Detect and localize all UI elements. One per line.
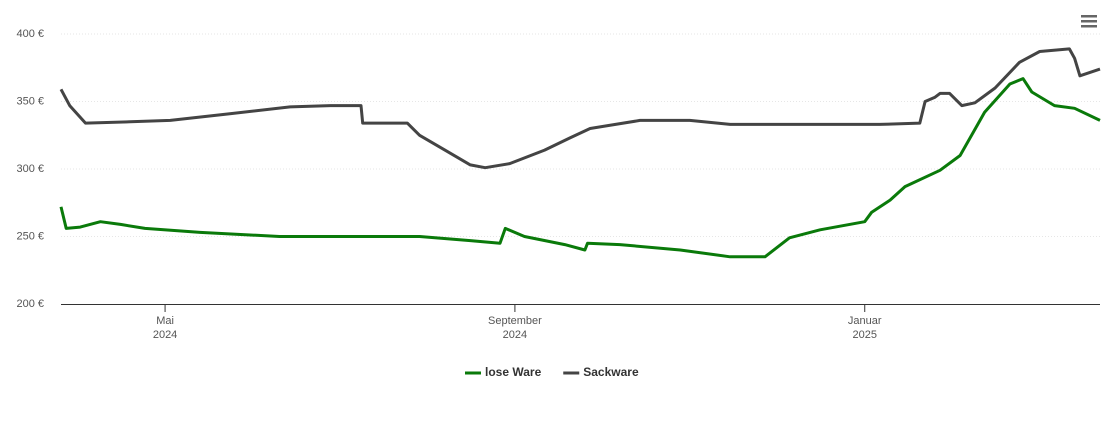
line bbox=[59, 77, 1101, 259]
x-tick-label: Januar 2025 bbox=[848, 315, 882, 341]
line bbox=[59, 47, 1101, 170]
legend-label: Sackware bbox=[583, 365, 639, 379]
menu-button[interactable] bbox=[1078, 10, 1100, 32]
y-tick-label: 300 € bbox=[16, 163, 44, 175]
legend: lose Ware Sackware bbox=[465, 365, 639, 379]
y-tick-label: 400 € bbox=[16, 28, 44, 40]
y-tick-label: 350 € bbox=[16, 95, 44, 107]
x-tick-label: Mai 2024 bbox=[153, 315, 177, 341]
x-tick-label: September 2024 bbox=[488, 315, 542, 341]
legend-label: lose Ware bbox=[485, 365, 542, 379]
y-tick-label: 250 € bbox=[16, 230, 44, 242]
y-tick-label: 200 € bbox=[16, 298, 44, 310]
legend-item[interactable]: lose Ware bbox=[465, 365, 542, 379]
legend-item[interactable]: Sackware bbox=[563, 365, 639, 379]
